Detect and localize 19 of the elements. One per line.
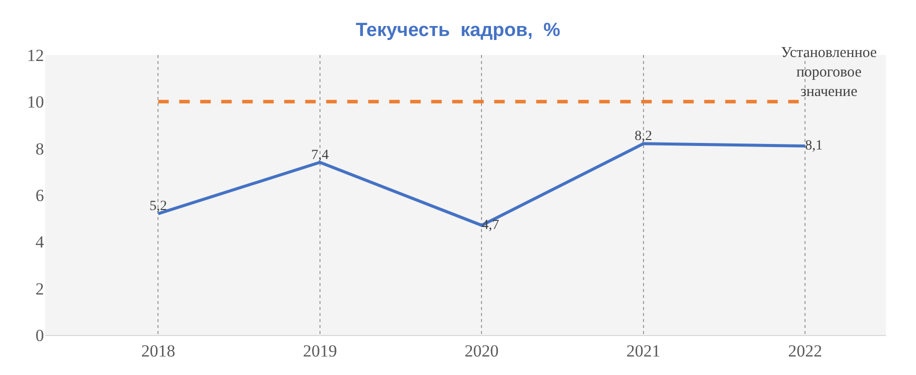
ref-line-label: Установленное пороговое значение <box>781 45 878 100</box>
data-label: 7,4 <box>311 148 329 163</box>
data-label: 5,2 <box>149 199 167 214</box>
y-tick-label: 6 <box>36 186 44 205</box>
data-label: 8,1 <box>805 138 823 154</box>
y-tick-label: 12 <box>27 46 44 65</box>
y-tick-label: 4 <box>36 232 44 252</box>
y-tick-label: 10 <box>27 92 44 112</box>
y-tick-label: 2 <box>36 279 44 298</box>
data-label: 8,2 <box>634 129 652 144</box>
x-tick-label: 2020 <box>464 341 499 360</box>
chart-title: Текучесть кадров, % <box>356 20 560 41</box>
x-tick-label: 2018 <box>141 341 176 360</box>
x-tick-label: 2019 <box>302 341 337 360</box>
y-tick-label: 8 <box>36 139 44 158</box>
data-label: 4,7 <box>482 218 500 233</box>
x-tick-label: 2021 <box>626 341 660 360</box>
y-tick-label: 0 <box>36 326 44 345</box>
x-tick-label: 2022 <box>788 341 822 360</box>
